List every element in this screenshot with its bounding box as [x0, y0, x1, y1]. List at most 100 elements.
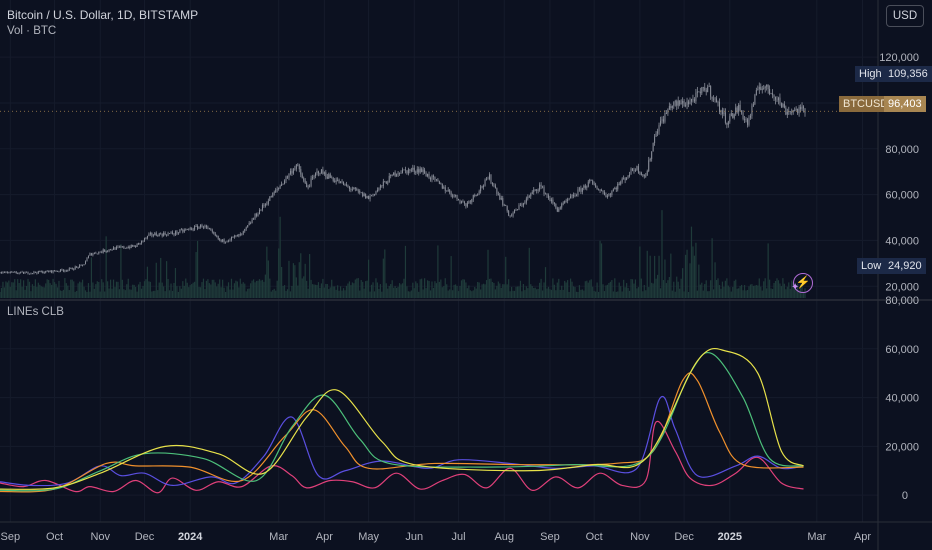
candle-body — [708, 85, 710, 87]
volume-bar — [332, 286, 334, 298]
candle-body — [129, 246, 131, 248]
candle-body — [138, 242, 140, 244]
volume-bar — [544, 267, 547, 298]
volume-bar — [584, 281, 586, 298]
candle-body — [662, 119, 664, 122]
volume-bar — [540, 278, 542, 298]
candle-body — [34, 271, 36, 273]
candle-body — [275, 189, 277, 193]
indicator-label[interactable]: LINEs CLB — [7, 306, 64, 318]
candle-body — [775, 97, 777, 100]
candle-body — [794, 109, 796, 111]
candle-body — [670, 106, 672, 109]
indicator-axis-tick-label: 20,000 — [885, 441, 919, 453]
candle-body — [95, 252, 97, 254]
volume-bar — [645, 290, 647, 298]
volume-bar — [77, 283, 79, 298]
candle-body — [435, 179, 437, 181]
candle-body — [96, 253, 98, 255]
volume-bar — [550, 289, 553, 298]
candle-body — [251, 219, 253, 224]
volume-bar — [363, 288, 365, 298]
candle-body — [0, 271, 2, 273]
candle-body — [578, 188, 580, 190]
candle-body — [615, 187, 617, 190]
candle-body — [353, 187, 355, 190]
flash-icon[interactable]: ⚡ — [793, 273, 813, 293]
candle-body — [773, 95, 775, 98]
candle-body — [281, 183, 283, 187]
volume-bar — [145, 279, 147, 298]
candle-body — [766, 84, 768, 87]
volume-bar — [771, 289, 774, 298]
candle-body — [496, 188, 498, 194]
volume-bar — [617, 291, 619, 298]
volume-bar — [21, 286, 23, 298]
candle-body — [344, 184, 346, 186]
candle-body — [749, 115, 751, 118]
volume-bar — [608, 283, 610, 298]
time-axis-tick-label: Jun — [405, 531, 423, 543]
volume-bar — [76, 290, 78, 298]
candle-body — [458, 199, 460, 201]
volume-bar — [481, 284, 483, 298]
volume-bar — [705, 280, 707, 298]
volume-bar — [166, 261, 168, 298]
candle-body — [174, 231, 176, 235]
volume-bar — [587, 282, 589, 298]
volume-bar — [788, 282, 790, 298]
candle-body — [73, 269, 75, 271]
volume-bar — [519, 280, 522, 298]
candle-body — [465, 203, 467, 207]
volume-bar — [521, 291, 523, 298]
volume-bar — [303, 276, 305, 298]
candle-body — [537, 189, 539, 191]
candle-body — [332, 178, 334, 181]
candle-body — [31, 273, 33, 274]
candle-body — [801, 106, 803, 110]
volume-bar — [555, 290, 557, 298]
candle-body — [403, 169, 405, 171]
volume-bar — [729, 287, 731, 298]
candle-body — [754, 95, 756, 105]
volume-bar — [780, 286, 783, 298]
candle-body — [264, 204, 266, 206]
candle-body — [606, 195, 608, 198]
volume-bar — [111, 288, 113, 298]
currency-button[interactable]: USD — [886, 5, 924, 27]
candle-body — [596, 187, 598, 190]
candle-body — [676, 101, 678, 106]
volume-bar — [432, 287, 435, 298]
candle-body — [306, 183, 308, 188]
candle-body — [688, 101, 690, 105]
volume-bar — [435, 283, 438, 298]
volume-bar — [56, 287, 59, 298]
candle-body — [241, 233, 243, 235]
volume-bar — [531, 286, 533, 298]
volume-bar — [323, 287, 325, 298]
volume-bar — [0, 291, 1, 298]
volume-bar — [173, 282, 175, 298]
candle-body — [348, 186, 350, 190]
candle-body — [729, 116, 731, 122]
volume-bar — [720, 288, 722, 298]
candle-body — [176, 231, 178, 234]
volume-bar — [485, 280, 488, 298]
volume-bar — [802, 291, 805, 298]
volume-bar — [496, 285, 498, 298]
volume-bar — [224, 291, 227, 298]
candle-body — [85, 261, 87, 265]
volume-bar — [373, 291, 376, 298]
candle-body — [371, 195, 373, 197]
volume-bar — [387, 288, 389, 298]
candle-body — [683, 100, 685, 106]
volume-bar — [24, 289, 26, 298]
volume-bar — [746, 289, 749, 298]
candle-body — [101, 251, 103, 253]
candle-body — [248, 222, 250, 226]
candle-body — [757, 89, 759, 91]
candle-body — [102, 249, 104, 253]
volume-bar — [484, 284, 486, 298]
volume-bar — [272, 290, 274, 298]
